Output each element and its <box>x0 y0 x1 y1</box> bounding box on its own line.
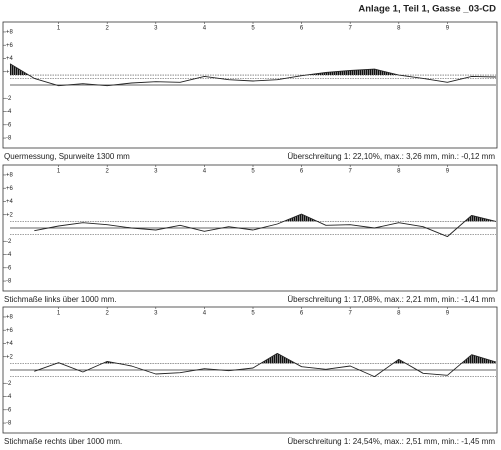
x-tick-label: 3 <box>154 26 158 32</box>
profile-line <box>34 213 497 238</box>
x-tick-label: 5 <box>251 311 255 317</box>
x-tick-label: 4 <box>203 311 207 317</box>
x-tick-label: 6 <box>300 169 304 175</box>
y-tick-label: -4 <box>6 252 12 258</box>
y-tick-label: -2 <box>6 239 12 245</box>
x-tick-label: 1 <box>57 26 61 32</box>
y-tick-label: -4 <box>6 109 12 115</box>
x-tick-label: 9 <box>446 169 450 175</box>
chart-caption: Stichmaße links über 1000 mm. <box>4 295 117 304</box>
y-tick-label: +2 <box>6 69 14 75</box>
y-tick-label: +8 <box>6 30 14 36</box>
x-tick-label: 2 <box>106 169 110 175</box>
chart-summary: Überschreitung 1: 17,08%, max.: 2,21 mm,… <box>287 295 495 304</box>
page-title: Anlage 1, Teil 1, Gasse _03-CD <box>358 4 496 15</box>
x-tick-label: 5 <box>251 26 255 32</box>
y-tick-label: +8 <box>6 315 14 321</box>
x-tick-label: 7 <box>349 26 353 32</box>
chart-summary: Überschreitung 1: 24,54%, max.: 2,51 mm,… <box>287 437 495 446</box>
y-tick-label: +4 <box>6 341 14 347</box>
plot-frame <box>2 164 498 292</box>
x-tick-label: 8 <box>397 26 401 32</box>
x-tick-label: 2 <box>106 311 110 317</box>
y-tick-label: -4 <box>6 394 12 400</box>
x-tick-label: 4 <box>203 26 207 32</box>
exceed-area <box>283 214 496 222</box>
x-tick-label: 6 <box>300 311 304 317</box>
plot-frame <box>2 306 498 434</box>
y-tick-label: -6 <box>6 122 12 128</box>
profile-line <box>9 63 497 87</box>
x-tick-label: 5 <box>251 169 255 175</box>
x-tick-label: 3 <box>154 311 158 317</box>
y-tick-label: +2 <box>6 212 14 218</box>
y-tick-label: -8 <box>6 279 12 285</box>
chart-caption: Stichmaße rechts über 1000 mm. <box>4 437 122 446</box>
x-tick-label: 6 <box>300 26 304 32</box>
y-tick-label: +6 <box>6 43 14 49</box>
y-tick-label: -2 <box>6 96 12 102</box>
y-tick-label: +8 <box>6 173 14 179</box>
x-tick-label: 4 <box>203 169 207 175</box>
x-tick-label: 2 <box>106 26 110 32</box>
y-tick-label: -6 <box>6 265 12 271</box>
exceed-area <box>10 63 399 76</box>
x-tick-label: 7 <box>349 311 353 317</box>
y-tick-label: -2 <box>6 381 12 387</box>
y-tick-label: -8 <box>6 136 12 142</box>
x-tick-label: 1 <box>57 311 61 317</box>
x-tick-label: 9 <box>446 26 450 32</box>
y-tick-label: +2 <box>6 354 14 360</box>
chart-summary: Überschreitung 1: 22,10%, max.: 3,26 mm,… <box>287 152 495 161</box>
exceed-area <box>56 353 496 364</box>
y-tick-label: +6 <box>6 328 14 334</box>
x-tick-label: 8 <box>397 311 401 317</box>
chart-caption: Quermessung, Spurweite 1300 mm <box>4 152 130 161</box>
y-tick-label: -6 <box>6 407 12 413</box>
x-tick-label: 9 <box>446 311 450 317</box>
y-tick-label: +4 <box>6 199 14 205</box>
x-tick-label: 3 <box>154 169 158 175</box>
plot-frame <box>2 21 498 149</box>
x-tick-label: 7 <box>349 169 353 175</box>
profile-line <box>34 352 497 378</box>
y-tick-label: +4 <box>6 56 14 62</box>
y-tick-label: +6 <box>6 186 14 192</box>
x-tick-label: 1 <box>57 169 61 175</box>
x-tick-label: 8 <box>397 169 401 175</box>
y-tick-label: -8 <box>6 421 12 427</box>
